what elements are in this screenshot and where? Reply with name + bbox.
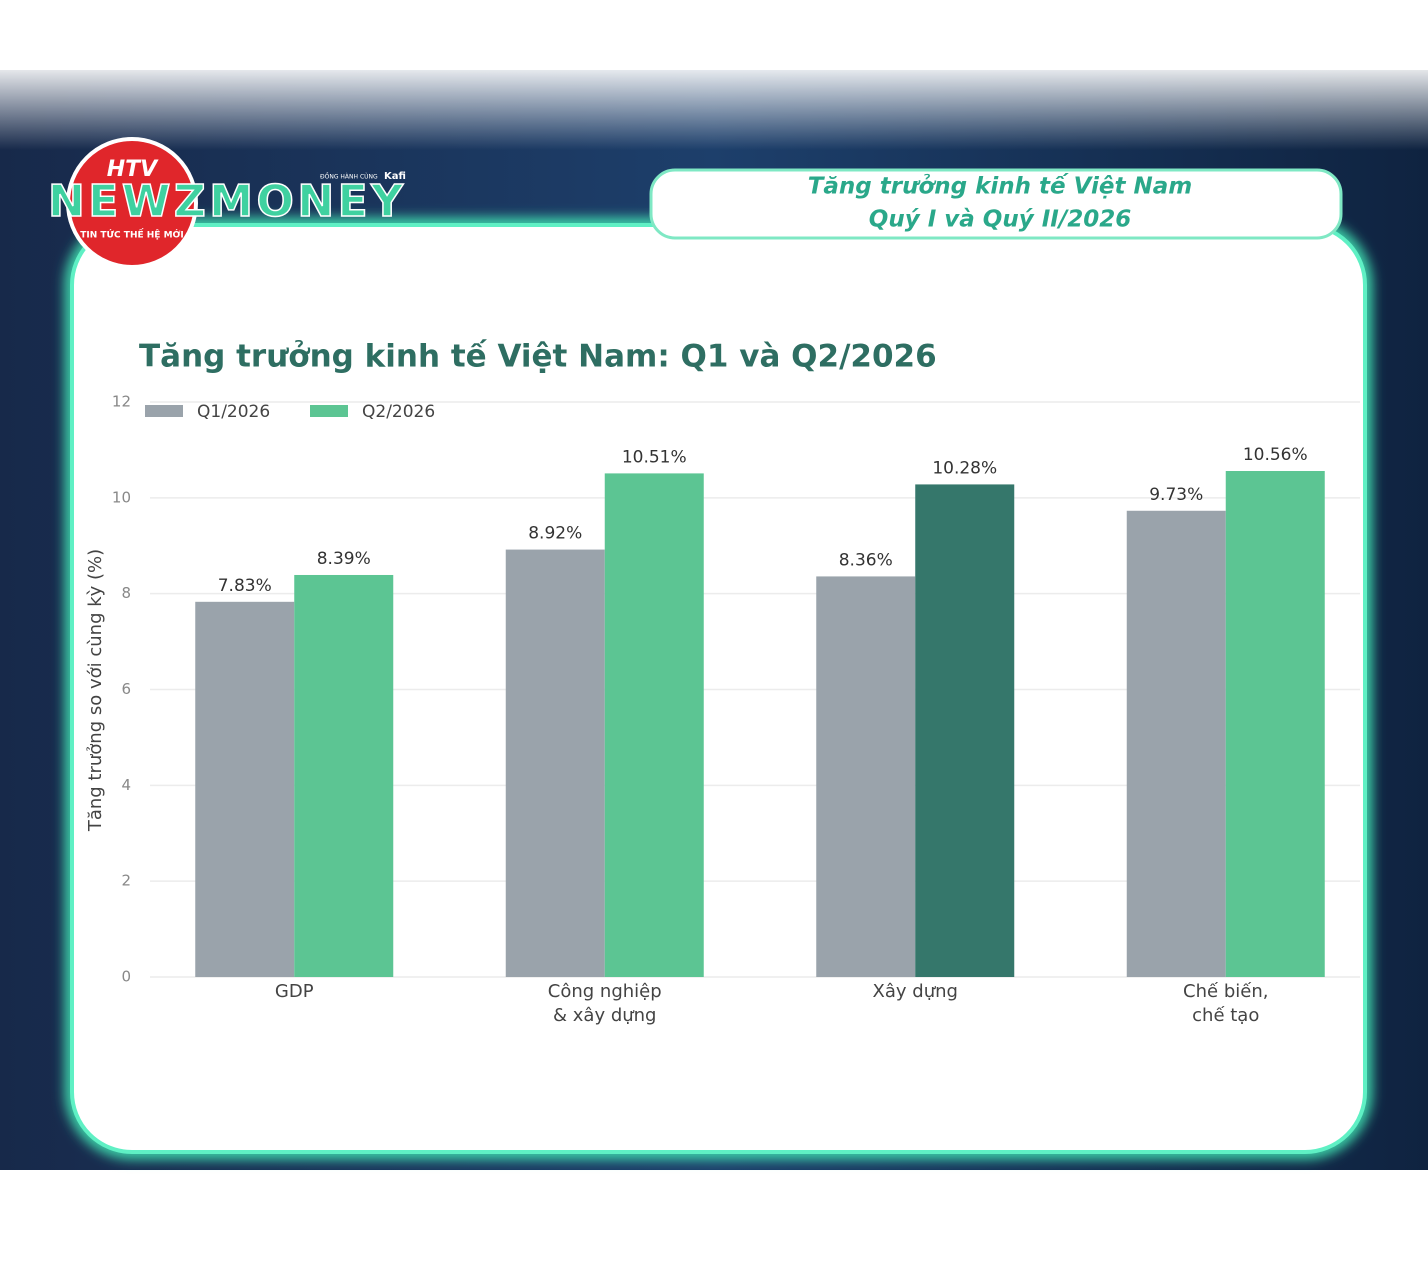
x-tick-label: Công nghiệp & xây dựng (548, 981, 662, 1026)
y-axis-label: Tăng trưởng so với cùng kỳ (%) (85, 549, 106, 832)
y-tick-label: 0 (121, 968, 131, 986)
bar (294, 574, 394, 977)
logo-circle (66, 137, 198, 269)
bar (816, 576, 916, 977)
bar (195, 601, 295, 977)
chart-title: Tăng trưởng kinh tế Việt Nam: Q1 và Q2/2… (139, 339, 937, 375)
y-tick-label: 2 (121, 872, 131, 890)
bar (604, 473, 704, 977)
bar (1225, 471, 1325, 977)
header-line: Quý I và Quý II/2026 (869, 207, 1131, 233)
bar (1126, 510, 1226, 977)
partner: Kafi (384, 171, 406, 182)
value-label: 8.92% (528, 524, 582, 544)
value-label: 10.28% (932, 458, 997, 478)
header-line: Tăng trưởng kinh tế Việt Nam (808, 173, 1193, 200)
value-label: 8.39% (317, 549, 371, 569)
value-label: 7.83% (218, 576, 272, 596)
y-tick-label: 10 (112, 488, 131, 506)
logo-slogan: TIN TỨC THẾ HỆ MỚI (80, 228, 183, 241)
background-bottom (0, 1170, 1428, 1275)
y-tick-label: 4 (121, 776, 131, 794)
logo-channel: HTV (107, 157, 159, 182)
value-label: 10.51% (622, 447, 687, 467)
value-label: 8.36% (839, 550, 893, 570)
y-tick-label: 6 (121, 680, 131, 698)
y-tick-label: 8 (121, 584, 131, 602)
background-fade (0, 60, 1428, 150)
bar (915, 484, 1015, 977)
legend-swatch (310, 405, 348, 417)
x-tick-label: Xây dựng (873, 981, 958, 1002)
legend-swatch (145, 405, 183, 417)
x-tick-label: Chế biến, chế tạo (1183, 981, 1268, 1026)
partner-prefix: ĐỒNG HÀNH CÙNG (320, 172, 378, 181)
legend-label: Q1/2026 (197, 402, 270, 422)
y-tick-label: 12 (112, 393, 131, 411)
value-label: 10.56% (1243, 445, 1308, 465)
bar (505, 549, 605, 977)
logo-brand: NEWZMONEY (48, 176, 404, 227)
value-label: 9.73% (1149, 485, 1203, 505)
legend-label: Q2/2026 (362, 402, 435, 422)
header-banner (649, 168, 1343, 240)
x-tick-label: GDP (275, 981, 314, 1002)
